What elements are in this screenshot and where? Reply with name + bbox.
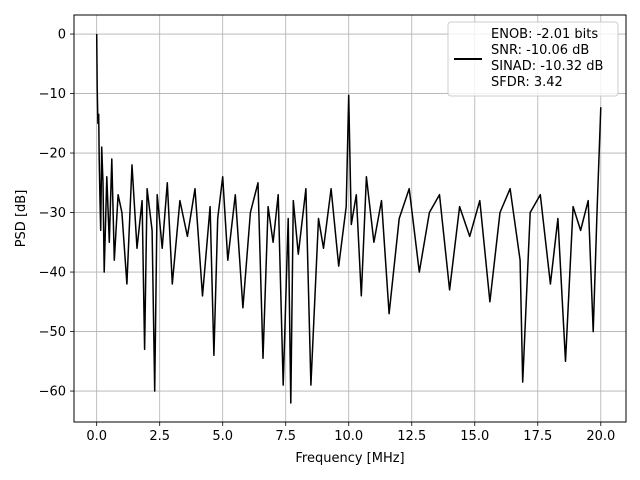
series-layer	[95, 33, 602, 404]
y-tick-label: −60	[39, 385, 66, 400]
x-tick-label: 12.5	[397, 429, 426, 444]
x-axis-label: Frequency [MHz]	[295, 451, 404, 466]
x-tick-label: 7.5	[275, 429, 296, 444]
plot-frame	[73, 14, 627, 423]
y-tick-label: −40	[39, 266, 66, 281]
x-tick-label: 20.0	[586, 429, 615, 444]
y-tick-label: −20	[39, 147, 66, 162]
legend-sinad: SINAD: -10.32 dB	[491, 59, 603, 74]
legend-sfdr: SFDR: 3.42	[491, 75, 563, 90]
x-tick-label: 0.0	[86, 429, 107, 444]
y-tick-label: 0	[58, 28, 66, 43]
legend: ENOB: -2.01 bits SNR: -10.06 dB SINAD: -…	[447, 21, 619, 97]
y-tick-label: −10	[39, 87, 66, 102]
x-tick-label: 15.0	[460, 429, 489, 444]
x-tick-label: 17.5	[523, 429, 552, 444]
y-tick-label: −30	[39, 206, 66, 221]
x-tick-label: 2.5	[149, 429, 170, 444]
x-tick-label: 5.0	[212, 429, 233, 444]
legend-enob: ENOB: -2.01 bits	[491, 27, 598, 42]
x-tick-label: 10.0	[334, 429, 363, 444]
psd-series-line	[95, 33, 602, 404]
legend-box	[447, 21, 619, 97]
y-axis-label: PSD [dB]	[14, 190, 29, 248]
y-axis-ticks: 0 −10 −20 −30 −40 −50 −60	[39, 28, 74, 400]
y-tick-label: −50	[39, 325, 66, 340]
x-axis-ticks: 0.0 2.5 5.0 7.5 10.0 12.5 15.0 17.5 20.0	[86, 422, 615, 444]
legend-snr: SNR: -10.06 dB	[491, 43, 589, 58]
